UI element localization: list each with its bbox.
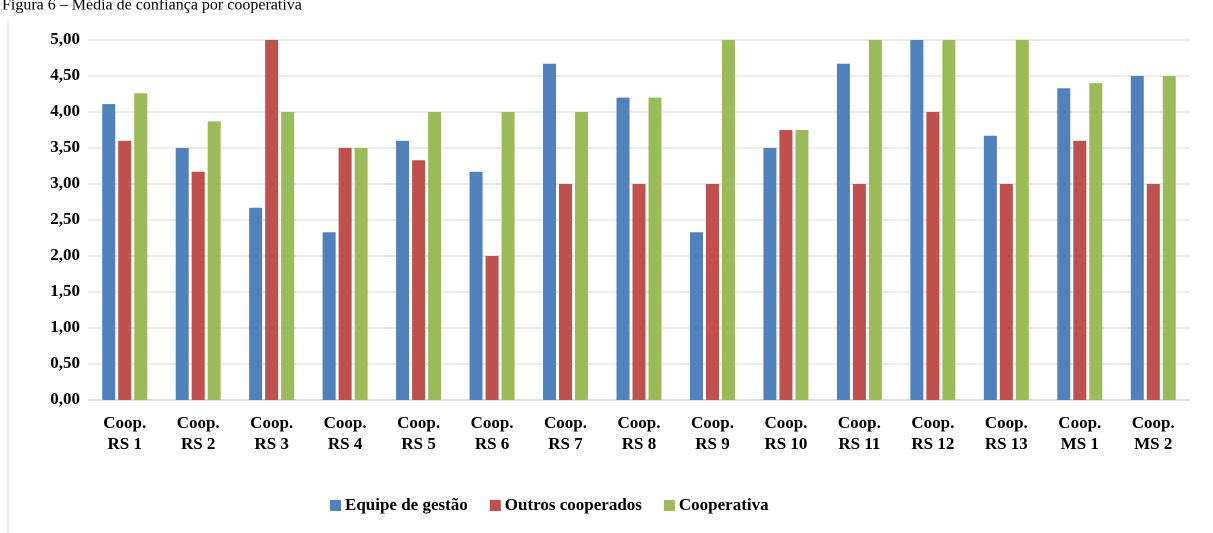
bar [705, 184, 719, 400]
y-tick-label: 1,00 [50, 317, 80, 336]
bar [543, 63, 557, 400]
bar [721, 40, 735, 400]
bar [102, 104, 116, 400]
y-tick-label: 3,50 [50, 137, 80, 156]
bar [396, 140, 410, 401]
y-tick-label: 4,00 [50, 101, 80, 120]
bar [942, 40, 956, 400]
bar [852, 184, 866, 400]
x-tick-label: Coop. RS 12 [911, 413, 954, 453]
bar [1015, 40, 1029, 400]
bar [1057, 88, 1071, 401]
bar [485, 256, 499, 400]
bar [868, 40, 882, 400]
y-tick-label: 0,50 [50, 353, 80, 372]
bar [1073, 140, 1087, 401]
legend-label: Cooperativa [679, 495, 769, 514]
bar [1146, 184, 1160, 400]
legend-label: Outros cooperados [505, 495, 642, 514]
x-tick-label: Coop. RS 4 [324, 413, 367, 453]
bar [338, 148, 352, 400]
y-tick-label: 4,50 [50, 65, 80, 84]
x-tick-label: Coop. RS 9 [691, 413, 734, 453]
chart-title: Figura 6 – Média de confiança por cooper… [2, 0, 302, 14]
x-tick-label: Coop. MS 1 [1058, 413, 1101, 453]
bar [207, 121, 221, 401]
bar [648, 97, 662, 400]
x-tick-label: Coop. RS 11 [838, 413, 881, 453]
bar [191, 171, 205, 400]
legend-swatch [663, 500, 675, 511]
bar [999, 184, 1013, 400]
bar [412, 160, 426, 400]
bar [575, 112, 589, 400]
bar [118, 140, 132, 401]
bar [175, 148, 189, 400]
bar [910, 40, 924, 400]
bar [779, 130, 793, 400]
bar [632, 184, 646, 400]
x-tick-label: Coop. RS 3 [250, 413, 293, 453]
bar [1162, 76, 1176, 400]
y-tick-label: 5,00 [50, 29, 80, 48]
bar [795, 130, 809, 400]
x-tick-label: Coop. RS 2 [177, 413, 220, 453]
bar [428, 112, 442, 400]
bar [983, 135, 997, 400]
bar [1130, 76, 1144, 400]
legend-swatch [489, 500, 501, 511]
x-tick-label: Coop. RS 6 [471, 413, 514, 453]
x-tick-label: Coop. RS 5 [397, 413, 440, 453]
bar [134, 93, 148, 400]
bar [616, 97, 630, 400]
bar [249, 207, 263, 400]
y-tick-label: 2,00 [50, 245, 80, 264]
bar [354, 148, 368, 400]
bar [559, 184, 573, 400]
legend-swatch [330, 500, 341, 511]
bar [469, 171, 483, 400]
y-tick-label: 0,00 [50, 389, 80, 408]
bar [926, 112, 940, 400]
bar [836, 63, 850, 400]
y-tick-label: 2,50 [50, 209, 80, 228]
bar [281, 112, 295, 400]
bar [265, 40, 279, 400]
x-tick-label: Coop. RS 10 [764, 413, 807, 453]
y-tick-label: 1,50 [50, 281, 80, 300]
x-tick-label: Coop. RS 13 [985, 413, 1028, 453]
x-tick-label: Coop. MS 2 [1132, 413, 1175, 453]
bar [1089, 83, 1103, 400]
bar [501, 112, 515, 400]
x-tick-label: Coop. RS 1 [103, 413, 146, 453]
legend-label: Equipe de gestão [345, 495, 468, 514]
bar [322, 232, 336, 400]
x-tick-label: Coop. RS 7 [544, 413, 587, 453]
y-tick-label: 3,00 [50, 173, 80, 192]
bar [689, 232, 703, 400]
x-tick-label: Coop. RS 8 [618, 413, 661, 453]
bar [763, 148, 777, 400]
